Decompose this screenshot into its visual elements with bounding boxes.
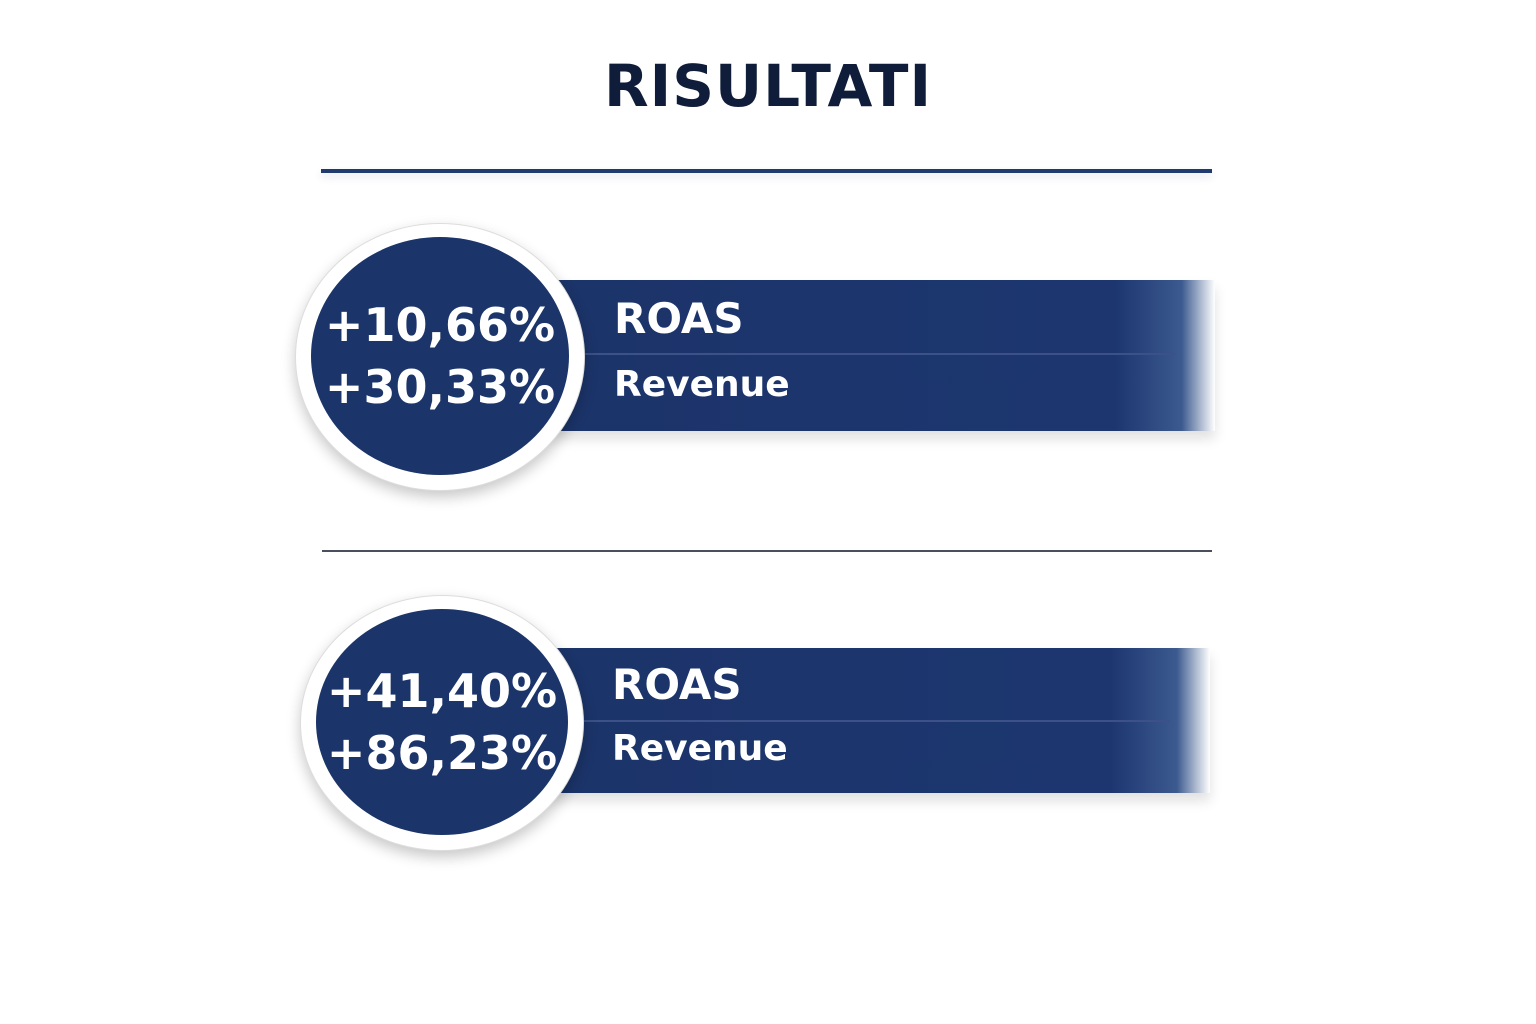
page-title: RISULTATI (603, 52, 933, 120)
result-bar-2: ROAS Revenue (548, 648, 1210, 793)
result-bar-1: ROAS Revenue (550, 280, 1215, 431)
title-divider (321, 169, 1212, 173)
bar-divider (580, 353, 1175, 355)
revenue-value: +30,33% (324, 360, 556, 414)
metric-label-roas: ROAS (612, 660, 742, 709)
bar-divider (578, 720, 1170, 722)
result-badge-1: +10,66% +30,33% (295, 223, 585, 491)
metric-label-revenue: Revenue (614, 364, 790, 405)
result-badge-2: +41,40% +86,23% (300, 595, 584, 851)
roas-value: +41,40% (326, 664, 558, 718)
section-divider (322, 550, 1212, 552)
metric-label-revenue: Revenue (612, 728, 788, 769)
revenue-value: +86,23% (326, 726, 558, 780)
metric-label-roas: ROAS (614, 294, 744, 343)
roas-value: +10,66% (324, 298, 556, 352)
